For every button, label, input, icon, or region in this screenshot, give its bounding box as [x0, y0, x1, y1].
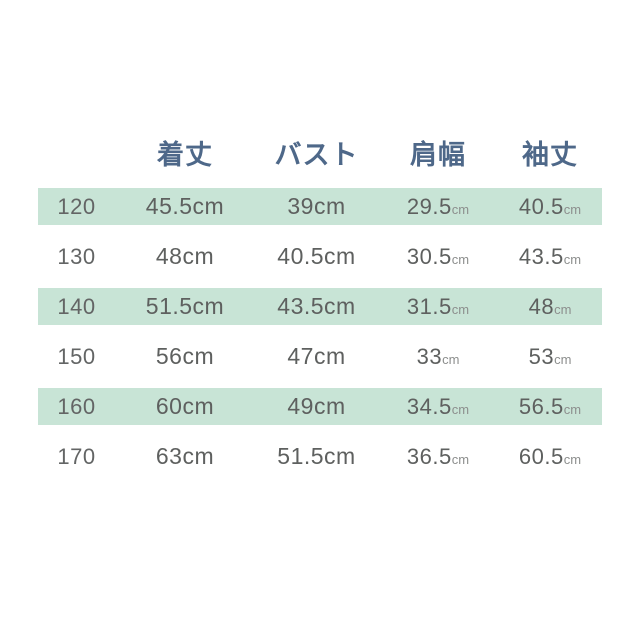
value-unit: cm — [192, 293, 225, 319]
value-unit: cm — [451, 451, 470, 467]
value-number: 43.5 — [518, 243, 564, 269]
table-row-130: 130 48cm 40.5cm 30.5cm 43.5cm — [38, 225, 602, 288]
bust-value: 49cm — [255, 393, 378, 420]
value-unit: cm — [182, 443, 215, 469]
length-value: 56cm — [115, 343, 255, 370]
length-value: 48cm — [115, 243, 255, 270]
value-unit: cm — [563, 251, 582, 267]
value-unit: cm — [313, 343, 346, 369]
value-number: 40.5 — [277, 243, 325, 269]
table-row-170: 170 63cm 51.5cm 36.5cm 60.5cm — [38, 425, 602, 488]
value-unit: cm — [324, 243, 356, 269]
value-number: 31.5 — [406, 293, 452, 319]
value-unit: cm — [554, 301, 572, 317]
bust-value: 47cm — [255, 343, 378, 370]
sleeve-value: 56.5cm — [498, 394, 602, 420]
bust-value: 39cm — [255, 193, 378, 220]
value-unit: cm — [563, 201, 582, 217]
table-row-150: 150 56cm 47cm 33cm 53cm — [38, 325, 602, 388]
value-number: 36.5 — [406, 443, 452, 469]
value-number: 51.5 — [145, 293, 193, 319]
value-unit: cm — [182, 393, 215, 419]
size-label: 120 — [57, 193, 96, 219]
length-value: 63cm — [115, 443, 255, 470]
shoulder-value: 34.5cm — [378, 394, 498, 420]
column-header-bust: バスト — [274, 140, 359, 171]
value-unit: cm — [563, 451, 582, 467]
sleeve-value: 40.5cm — [498, 194, 602, 220]
table-row-140: 140 51.5cm 43.5cm 31.5cm 48cm — [38, 288, 602, 325]
length-value: 51.5cm — [115, 293, 255, 320]
value-unit: cm — [182, 243, 215, 269]
sleeve-value: 48cm — [498, 294, 602, 320]
table-row-160: 160 60cm 49cm 34.5cm 56.5cm — [38, 388, 602, 425]
shoulder-value: 31.5cm — [378, 294, 498, 320]
value-unit: cm — [313, 193, 346, 219]
table-header-row: 着丈 バスト 肩幅 袖丈 — [38, 140, 602, 188]
bust-value: 43.5cm — [255, 293, 378, 320]
shoulder-value: 36.5cm — [378, 444, 498, 470]
column-header-shoulder: 肩幅 — [410, 140, 466, 171]
value-unit: cm — [451, 251, 470, 267]
value-number: 60 — [155, 393, 183, 419]
column-header-sleeve: 袖丈 — [522, 140, 578, 171]
value-unit: cm — [192, 193, 225, 219]
value-unit: cm — [451, 201, 470, 217]
length-value: 60cm — [115, 393, 255, 420]
sleeve-value: 53cm — [498, 344, 602, 370]
value-number: 53 — [528, 343, 555, 369]
value-number: 48 — [528, 293, 555, 319]
value-unit: cm — [554, 351, 572, 367]
shoulder-value: 33cm — [378, 344, 498, 370]
sleeve-value: 60.5cm — [498, 444, 602, 470]
value-unit: cm — [324, 293, 356, 319]
value-number: 29.5 — [406, 193, 452, 219]
sleeve-value: 43.5cm — [498, 244, 602, 270]
shoulder-value: 30.5cm — [378, 244, 498, 270]
size-label: 160 — [57, 393, 96, 419]
value-number: 48 — [155, 243, 183, 269]
length-value: 45.5cm — [115, 193, 255, 220]
value-number: 40.5 — [518, 193, 564, 219]
value-number: 56 — [155, 343, 183, 369]
value-number: 60.5 — [518, 443, 564, 469]
size-label: 140 — [57, 293, 96, 319]
bust-value: 40.5cm — [255, 243, 378, 270]
value-unit: cm — [313, 393, 346, 419]
value-number: 39 — [287, 193, 314, 219]
shoulder-value: 29.5cm — [378, 194, 498, 220]
value-number: 45.5 — [145, 193, 193, 219]
value-unit: cm — [442, 351, 460, 367]
size-label: 150 — [57, 343, 96, 369]
value-number: 30.5 — [406, 243, 452, 269]
value-number: 34.5 — [406, 393, 452, 419]
value-unit: cm — [451, 301, 470, 317]
column-header-length: 着丈 — [157, 140, 213, 171]
value-unit: cm — [563, 401, 582, 417]
value-number: 63 — [155, 443, 183, 469]
size-label: 170 — [57, 443, 96, 469]
size-label: 130 — [57, 243, 96, 269]
value-unit: cm — [324, 443, 356, 469]
value-number: 56.5 — [518, 393, 564, 419]
value-number: 49 — [287, 393, 314, 419]
size-chart-table: 着丈 バスト 肩幅 袖丈 120 45.5cm 39cm 29.5cm 40.5… — [38, 140, 602, 488]
bust-value: 51.5cm — [255, 443, 378, 470]
value-unit: cm — [182, 343, 215, 369]
value-unit: cm — [451, 401, 470, 417]
table-row-120: 120 45.5cm 39cm 29.5cm 40.5cm — [38, 188, 602, 225]
value-number: 43.5 — [277, 293, 325, 319]
value-number: 51.5 — [277, 443, 325, 469]
value-number: 47 — [287, 343, 314, 369]
value-number: 33 — [416, 343, 443, 369]
